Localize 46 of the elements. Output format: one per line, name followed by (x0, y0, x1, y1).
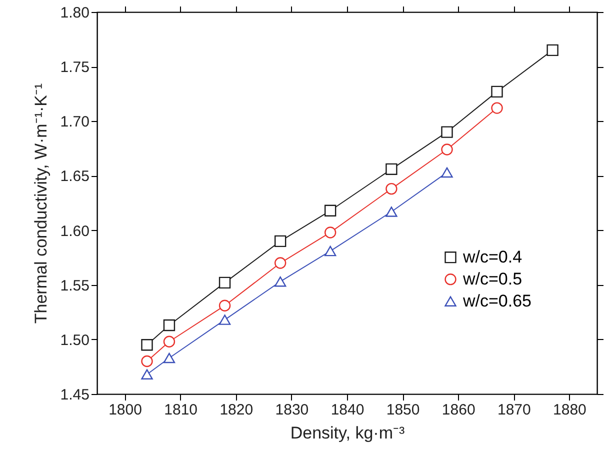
y-tick-label: 1.75 (60, 59, 90, 76)
point (546, 44, 558, 56)
y-tick-label: 1.80 (60, 4, 90, 22)
legend-label: w/c=0.5 (462, 269, 522, 288)
x-tick-label: 1820 (220, 402, 254, 418)
point (386, 182, 398, 195)
point (324, 204, 336, 216)
point (141, 369, 153, 380)
y-axis-title: Thermal conductivity, W·m⁻¹·K⁻¹ (31, 83, 50, 324)
legend-label: w/c=0.4 (462, 247, 522, 266)
y-tick-label: 1.50 (60, 332, 90, 349)
x-tick-label: 1840 (330, 402, 364, 418)
y-tick-label: 1.65 (60, 168, 90, 186)
point (163, 336, 176, 348)
point (274, 257, 286, 269)
point (163, 352, 176, 364)
point (441, 144, 453, 156)
x-axis-title: Density, kg·m⁻³ (290, 424, 405, 442)
y-tick-label: 1.60 (60, 222, 90, 240)
y-tick-label: 1.45 (60, 386, 90, 404)
point (163, 319, 176, 332)
point (386, 206, 398, 217)
x-tick-label: 1830 (275, 402, 309, 418)
x-tick-label: 1810 (164, 402, 198, 418)
x-tick-label: 1870 (497, 402, 531, 418)
point (274, 235, 286, 248)
legend-label: w/c=0.65 (462, 291, 532, 310)
x-tick-label: 1850 (386, 402, 420, 418)
point (491, 86, 503, 98)
point (218, 276, 231, 289)
point (441, 167, 453, 178)
x-tick-label: 1880 (553, 402, 586, 418)
point (141, 339, 153, 351)
x-tick-label: 1860 (442, 402, 476, 418)
x-tick-label: 1800 (108, 402, 142, 418)
point (218, 300, 231, 312)
point (324, 226, 336, 238)
y-tick-label: 1.55 (60, 277, 90, 294)
point (274, 276, 286, 287)
point (491, 102, 503, 114)
point (218, 314, 231, 325)
y-tick-label: 1.70 (60, 114, 90, 131)
point (324, 246, 336, 256)
point (441, 126, 453, 138)
point (141, 355, 153, 368)
point (386, 163, 398, 176)
